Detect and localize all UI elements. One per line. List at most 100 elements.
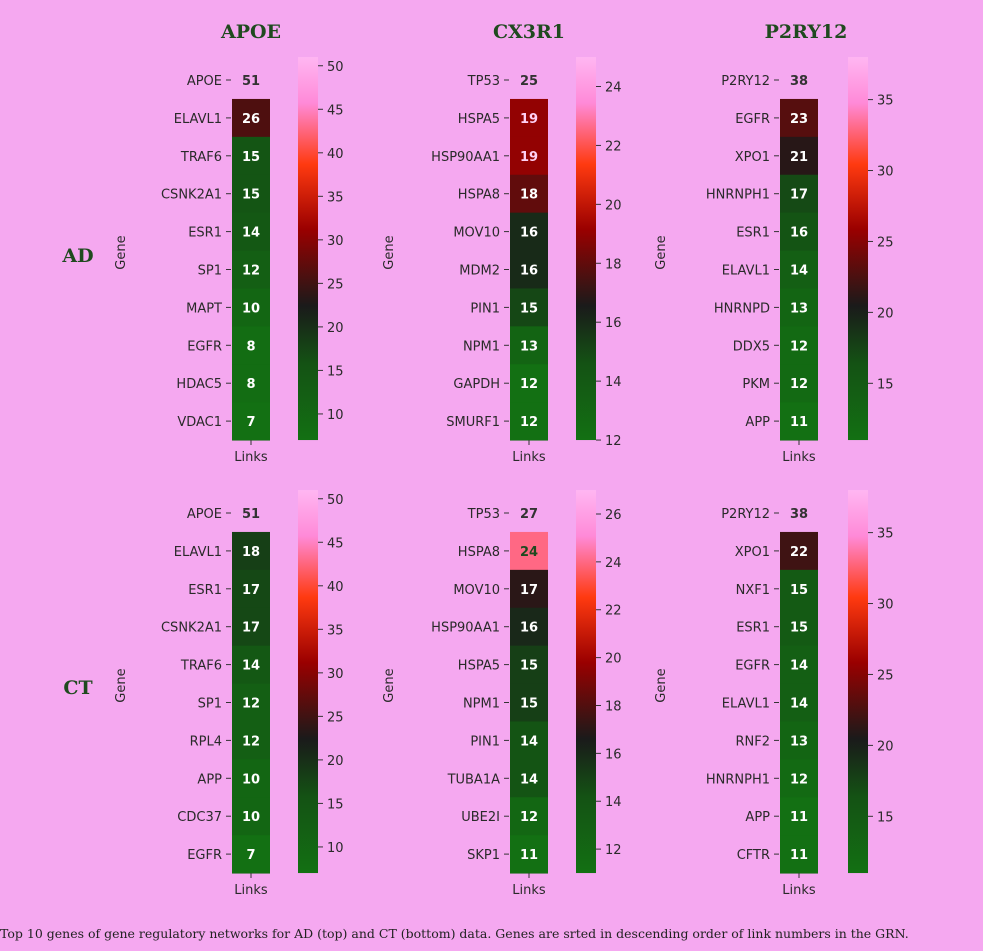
gene-tick-label: HSPA8 — [458, 188, 500, 203]
gene-tick-label: HSP90AA1 — [431, 621, 500, 636]
cell-value-label: 10 — [242, 772, 260, 787]
column-title-apoe: APOE — [220, 21, 281, 43]
colorbar-tick-label: 18 — [605, 257, 622, 272]
colorbar-tick-label: 45 — [327, 103, 344, 118]
heatmap-cell — [780, 759, 818, 798]
cell-value-label: 8 — [246, 377, 255, 392]
cell-value-label: 38 — [790, 74, 808, 89]
gene-tick-label: HSPA8 — [458, 545, 500, 560]
heatmap-cell — [780, 250, 818, 289]
x-axis-label: Links — [234, 450, 268, 465]
gene-tick-label: CDC37 — [177, 810, 222, 825]
colorbar-tick-label: 10 — [327, 841, 344, 856]
y-axis-label: Gene — [382, 235, 397, 269]
colorbar — [576, 57, 596, 441]
cell-value-label: 21 — [790, 150, 808, 165]
colorbar-tick-label: 20 — [877, 739, 894, 754]
colorbar-tick-label: 35 — [327, 623, 344, 638]
cell-value-label: 15 — [520, 301, 538, 316]
colorbar-tick-label: 15 — [877, 810, 894, 825]
heatmap-cell — [232, 797, 270, 836]
gene-tick-label: HDAC5 — [176, 377, 222, 392]
cell-value-label: 12 — [520, 810, 538, 825]
cell-value-label: 12 — [242, 264, 260, 279]
gene-tick-label: APP — [745, 415, 770, 430]
cell-value-label: 51 — [242, 507, 260, 522]
colorbar-tick-label: 45 — [327, 536, 344, 551]
column-title-cx3r1: CX3R1 — [493, 21, 565, 43]
colorbar-tick-label: 16 — [605, 747, 622, 762]
heatmap-cell — [232, 250, 270, 289]
colorbar-tick-label: 35 — [327, 190, 344, 205]
gene-tick-label: TP53 — [467, 74, 500, 89]
heatmap-cell — [232, 402, 270, 441]
heatmap-cell — [232, 136, 270, 176]
cell-value-label: 18 — [242, 545, 260, 560]
cell-value-label: 15 — [520, 659, 538, 674]
gene-tick-label: HSP90AA1 — [431, 150, 500, 165]
gene-tick-label: APOE — [187, 507, 222, 522]
gene-tick-label: ELAVL1 — [722, 697, 770, 712]
gene-tick-label: NPM1 — [463, 339, 500, 354]
heatmap-cell — [510, 721, 548, 760]
colorbar-tick-label: 20 — [877, 306, 894, 321]
colorbar-tick-label: 30 — [327, 234, 344, 249]
cell-value-label: 12 — [520, 377, 538, 392]
heatmap-cell — [510, 174, 548, 214]
gene-tick-label: DDX5 — [733, 339, 770, 354]
heatmap-cell — [510, 797, 548, 836]
cell-value-label: 12 — [242, 734, 260, 749]
heatmap-cell — [510, 645, 548, 685]
cell-value-label: 13 — [790, 301, 808, 316]
heatmap-cell — [780, 326, 818, 365]
heatmap-cell — [780, 212, 818, 252]
colorbar-tick-label: 24 — [605, 81, 622, 96]
cell-value-label: 12 — [790, 377, 808, 392]
cell-value-label: 11 — [790, 415, 808, 430]
gene-tick-label: MDM2 — [459, 264, 500, 279]
colorbar-tick-label: 14 — [605, 375, 622, 390]
cell-value-label: 16 — [520, 226, 538, 241]
gene-tick-label: SMURF1 — [446, 415, 500, 430]
heatmap-cell — [780, 645, 818, 685]
cell-value-label: 14 — [520, 734, 538, 749]
gene-tick-label: PIN1 — [470, 734, 500, 749]
colorbar-tick-label: 20 — [605, 198, 622, 213]
gene-tick-label: P2RY12 — [721, 74, 770, 89]
cell-value-label: 14 — [790, 264, 808, 279]
heatmap-cell — [780, 721, 818, 760]
heatmap-cell — [232, 835, 270, 874]
heatmap-panel-ad-p2ry12: 38 P2RY12 23 EGFR 21 XPO1 17 HNRNPH1 16 ESR1 14 ELA… — [654, 57, 894, 465]
gene-tick-label: ELAVL1 — [174, 545, 222, 560]
colorbar-tick-label: 20 — [327, 754, 344, 769]
heatmap-cell — [232, 364, 270, 403]
heatmap-cell — [232, 288, 270, 327]
heatmap-cell — [780, 98, 818, 138]
gene-tick-label: TUBA1A — [447, 772, 501, 787]
cell-value-label: 38 — [790, 507, 808, 522]
heatmap-cell — [232, 174, 270, 214]
heatmap-panel-ad-apoe: 51 APOE 26 ELAVL1 15 TRAF6 15 CSNK2A1 14 ESR1 12 SP… — [114, 57, 344, 465]
colorbar-tick-label: 12 — [605, 434, 622, 449]
cell-value-label: 14 — [242, 659, 260, 674]
gene-tick-label: SKP1 — [467, 848, 500, 863]
cell-value-label: 17 — [790, 188, 808, 203]
cell-value-label: 17 — [520, 583, 538, 598]
cell-value-label: 26 — [242, 112, 260, 127]
gene-tick-label: CFTR — [737, 848, 770, 863]
cell-value-label: 14 — [790, 697, 808, 712]
cell-value-label: 7 — [246, 848, 255, 863]
x-axis-label: Links — [512, 450, 546, 465]
heatmap-cell — [510, 569, 548, 609]
heatmap-cell — [232, 759, 270, 798]
heatmap-cell — [780, 683, 818, 722]
gene-tick-label: P2RY12 — [721, 507, 770, 522]
cell-value-label: 15 — [790, 621, 808, 636]
cell-value-label: 12 — [520, 415, 538, 430]
heatmap-panel-ct-cx3r1: 27 TP53 24 HSPA8 17 MOV10 16 HSP90AA1 15 HSPA5 15 N… — [382, 490, 622, 898]
cell-value-label: 15 — [242, 188, 260, 203]
x-axis-label: Links — [782, 883, 816, 898]
heatmap-cell — [510, 402, 548, 441]
colorbar-tick-label: 25 — [327, 710, 344, 725]
heatmap-cell — [510, 288, 548, 327]
